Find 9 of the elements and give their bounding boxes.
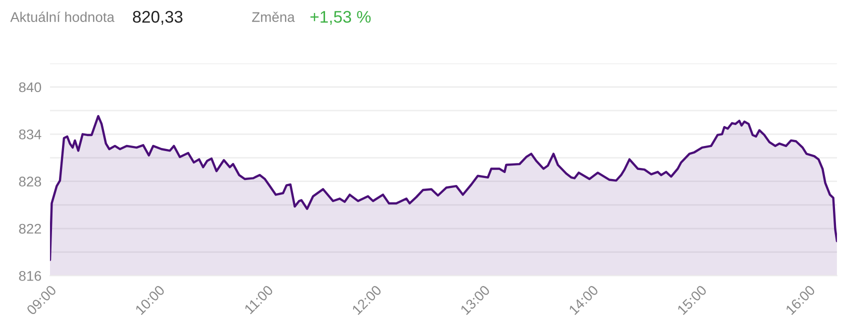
y-tick-label: 816 (19, 271, 42, 281)
text: Změna (252, 12, 295, 22)
y-tick-label: 822 (19, 224, 41, 234)
y-tick-label: 840 (19, 82, 42, 92)
y-tick-label: 834 (19, 130, 42, 140)
text: 820,33 (132, 10, 182, 25)
y-tick-label: 828 (19, 176, 42, 187)
text: Aktuální hodnota (10, 12, 114, 22)
text: +1,53 % (310, 10, 371, 25)
